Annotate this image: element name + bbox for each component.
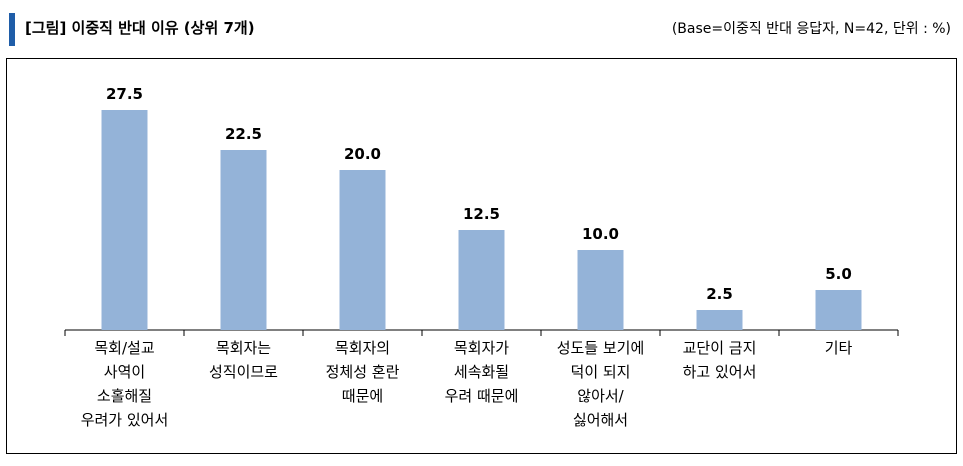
title-accent-bar <box>9 13 15 46</box>
category-label: 교단이 금지 하고 있어서 <box>683 339 757 381</box>
bar <box>220 150 267 330</box>
data-label: 27.5 <box>106 85 143 103</box>
bar <box>696 310 743 330</box>
chart-header: [그림] 이중직 반대 이유 (상위 7개) (Base=이중직 반대 응답자,… <box>0 0 963 46</box>
category-label: 목회/설교 사역이 소홀해질 우려가 있어서 <box>81 339 169 429</box>
chart-title: [그림] 이중직 반대 이유 (상위 7개) <box>25 19 255 37</box>
bar <box>101 110 148 330</box>
category-label: 목회자는 성직이므로 <box>209 339 278 381</box>
category-label: 목회자의 정체성 혼란 때문에 <box>326 339 400 405</box>
bar <box>458 230 505 330</box>
category-label: 기타 <box>825 339 853 357</box>
category-label: 성도들 보기에 덕이 되지 않아서/싫어해서 <box>557 339 645 429</box>
category-label: 목회자가 세속화될 우려 때문에 <box>445 339 519 405</box>
data-label: 12.5 <box>463 205 500 223</box>
data-label: 5.0 <box>825 265 852 283</box>
data-label: 22.5 <box>225 125 262 143</box>
chart-frame <box>6 58 957 454</box>
base-note: (Base=이중직 반대 응답자, N=42, 단위 : %) <box>671 21 951 37</box>
data-label: 10.0 <box>582 225 619 243</box>
bar <box>339 170 386 330</box>
bar <box>577 250 624 330</box>
data-label: 2.5 <box>706 285 733 303</box>
data-label: 20.0 <box>344 145 381 163</box>
bar <box>815 290 862 330</box>
